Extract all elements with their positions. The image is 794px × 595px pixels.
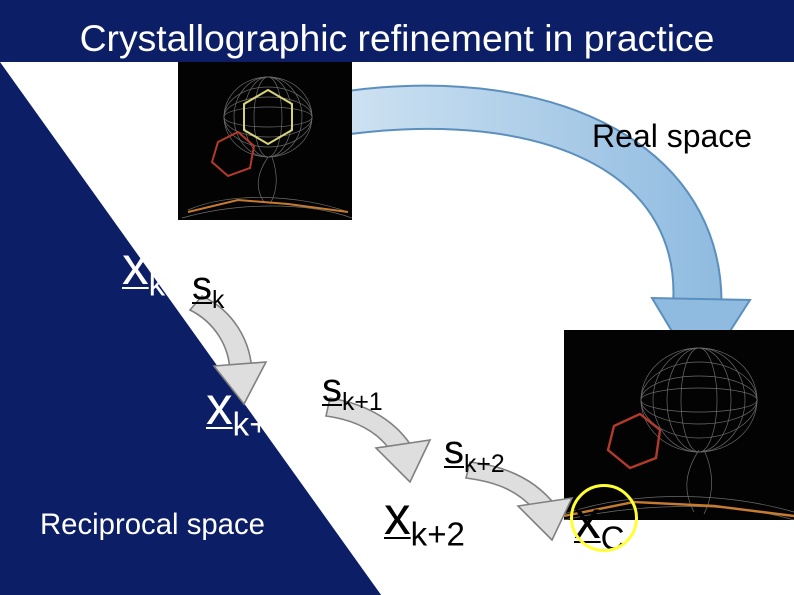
label-sk1: sk+1 [322, 366, 383, 417]
title-bar: Crystallographic refinement in practice [0, 14, 794, 62]
label-xk2: xk+2 [384, 486, 465, 555]
label-reciprocal-space: Reciprocal space [40, 508, 265, 542]
label-sk: sk [192, 264, 224, 315]
label-xk1: xk+1 [206, 376, 287, 445]
label-real-space: Real space [592, 118, 752, 155]
highlight-circle [570, 484, 638, 552]
slide-stage: Crystallographic refinement in practice … [0, 0, 794, 595]
label-sk2: sk+2 [444, 428, 505, 479]
label-xk: xk [122, 236, 165, 305]
slide-title: Crystallographic refinement in practice [80, 17, 715, 60]
